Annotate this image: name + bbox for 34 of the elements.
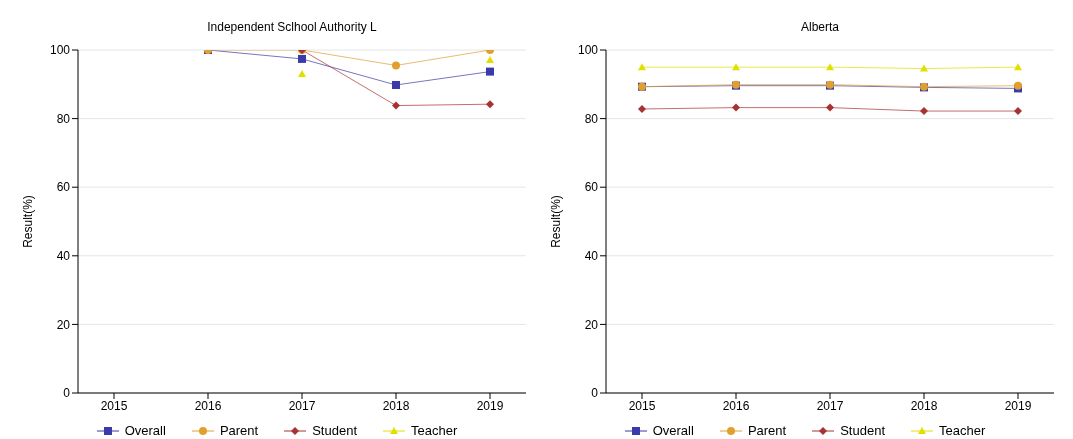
x-tick-label: 2016 — [194, 398, 222, 413]
y-tick-label: 60 — [56, 180, 71, 195]
y-axis-title: Result(%) — [21, 195, 36, 248]
y-tick-label: 40 — [56, 249, 71, 264]
y-tick-label: 100 — [49, 43, 71, 58]
chart-title: Independent Sclhool Authority L — [206, 19, 378, 36]
y-tick-label: 80 — [56, 111, 71, 126]
x-tick-label: 2018 — [382, 398, 410, 413]
chart-title: Alberta — [800, 19, 840, 36]
y-tick-label: 80 — [584, 111, 599, 126]
x-tick-label: 2016 — [722, 398, 750, 413]
legend-label: Student — [311, 423, 358, 438]
y-tick-label: 60 — [584, 180, 599, 195]
legend-label: Overall — [651, 423, 694, 438]
y-tick-label: 100 — [577, 43, 599, 58]
y-tick-label: 40 — [584, 249, 599, 264]
x-tick-label: 2015 — [628, 398, 656, 413]
y-tick-label: 20 — [584, 317, 599, 332]
legend-label: Student — [839, 423, 886, 438]
y-tick-label: 0 — [63, 386, 71, 401]
legend-label: Parent — [218, 423, 259, 438]
legend-label: Teacher — [410, 423, 458, 438]
legend-label: Teacher — [938, 423, 986, 438]
legend-label: Parent — [746, 423, 787, 438]
x-tick-label: 2019 — [476, 398, 504, 413]
y-axis-title: Result(%) — [549, 195, 564, 248]
y-tick-label: 20 — [56, 317, 71, 332]
y-tick-label: 0 — [591, 386, 599, 401]
x-tick-label: 2015 — [100, 398, 128, 413]
x-tick-label: 2017 — [288, 398, 316, 413]
x-tick-label: 2018 — [910, 398, 938, 413]
x-tick-label: 2017 — [816, 398, 844, 413]
legend-label: Overall — [123, 423, 166, 438]
x-tick-label: 2019 — [1004, 398, 1032, 413]
